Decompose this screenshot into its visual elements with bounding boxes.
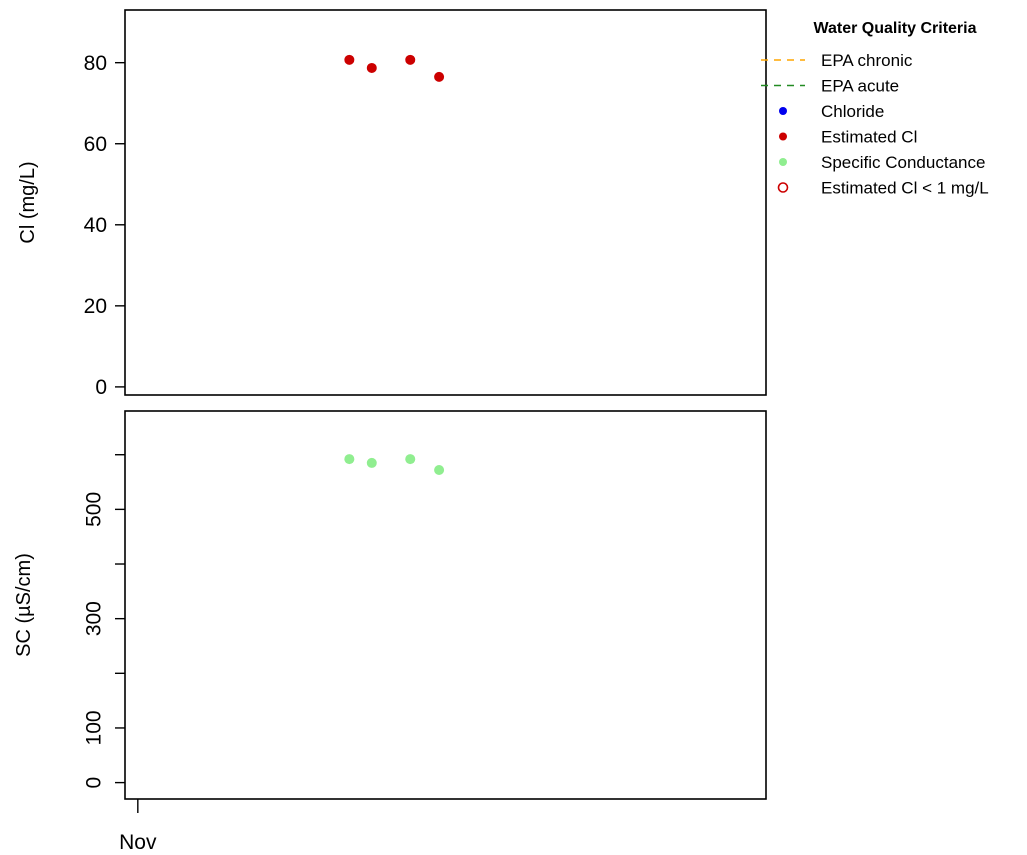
- y-tick-label: 40: [84, 214, 107, 237]
- legend-label: EPA chronic: [821, 51, 913, 70]
- data-point: [405, 454, 416, 465]
- y-tick-label: 500: [82, 492, 105, 527]
- x-tick-label: Nov: [119, 831, 157, 854]
- data-point: [405, 54, 416, 65]
- legend-title: Water Quality Criteria: [813, 20, 976, 37]
- data-point: [366, 457, 377, 468]
- plot-frame: [124, 9, 767, 396]
- plot-frame: [124, 410, 767, 800]
- legend-label: Chloride: [821, 102, 884, 121]
- y-tick-label: 0: [95, 376, 107, 399]
- data-point: [434, 71, 445, 82]
- y-tick-label: 300: [82, 601, 105, 636]
- legend-dot-swatch: [779, 107, 787, 115]
- legend-label: Specific Conductance: [821, 153, 985, 172]
- data-point: [344, 454, 355, 465]
- legend-open-dot-swatch: [777, 182, 789, 193]
- y-axis-label: Cl (mg/L): [17, 161, 39, 243]
- y-tick-label: 20: [84, 295, 107, 318]
- legend-label: Estimated Cl < 1 mg/L: [821, 178, 989, 197]
- data-point: [366, 62, 377, 73]
- legend-dot-swatch: [779, 158, 787, 166]
- y-axis-label: SC (µS/cm): [13, 553, 35, 657]
- y-tick-label: 80: [84, 52, 107, 75]
- data-point: [344, 54, 355, 65]
- legend-dot-swatch: [779, 132, 787, 141]
- legend-label: EPA acute: [821, 76, 899, 95]
- specific-conductance-panel: 0 100 300 500 SC (µS/cm) Nov: [13, 410, 767, 854]
- chloride-panel: 0 20 40 60 80 Cl (mg/L): [17, 9, 767, 399]
- y-tick-label: 60: [84, 133, 107, 156]
- legend-label: Estimated Cl: [821, 127, 917, 146]
- y-tick-label: 100: [82, 710, 105, 745]
- legend: Water Quality Criteria EPA chronic EPA acu…: [761, 20, 989, 197]
- y-tick-label: 0: [82, 777, 105, 789]
- data-point: [434, 465, 445, 476]
